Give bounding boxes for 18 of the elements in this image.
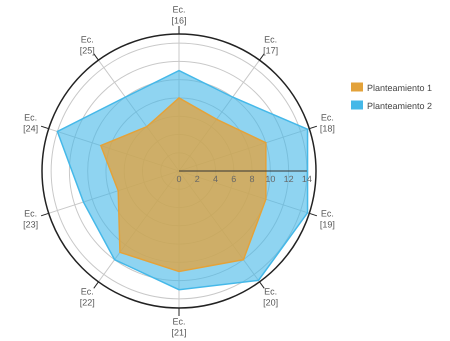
spoke-label: Ec. [21] bbox=[171, 316, 187, 338]
spoke-label: Ec. [22] bbox=[80, 286, 95, 308]
y-tick-label: 6 bbox=[231, 174, 236, 184]
legend-label: Planteamiento 1 bbox=[366, 83, 432, 93]
spoke-label: Ec. [24] bbox=[23, 112, 38, 134]
spoke-label: Ec. [16] bbox=[171, 4, 187, 26]
y-tick-label: 4 bbox=[213, 174, 218, 184]
y-tick-label: 12 bbox=[284, 174, 294, 184]
spoke-label: Ec. [18] bbox=[320, 112, 335, 134]
y-tick-label: 0 bbox=[176, 174, 182, 184]
spoke-label: Ec. [23] bbox=[23, 208, 38, 230]
spoke-label: Ec. [17] bbox=[263, 34, 278, 56]
spoke-label: Ec. [20] bbox=[263, 286, 278, 308]
spoke-label: Ec. [25] bbox=[80, 34, 95, 56]
y-tick-label: 2 bbox=[194, 174, 200, 184]
legend-label: Planteamiento 2 bbox=[366, 101, 432, 111]
spoke-label: Ec. [19] bbox=[320, 208, 335, 230]
y-tick-label: 8 bbox=[250, 174, 255, 184]
